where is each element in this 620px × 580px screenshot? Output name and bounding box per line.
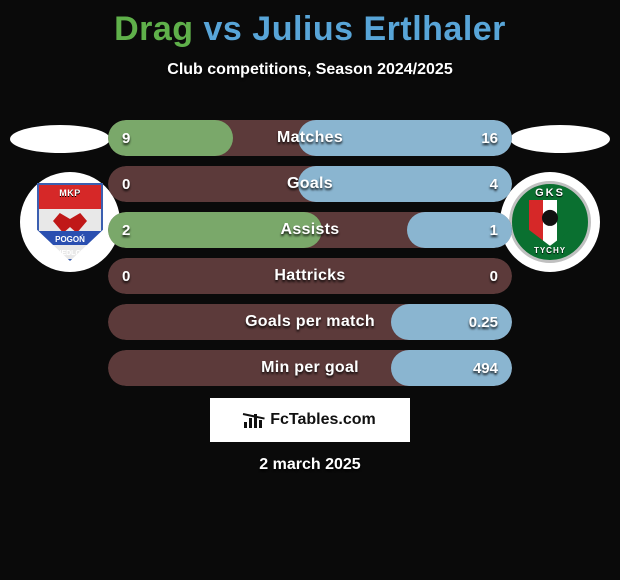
stat-row: 916Matches [108,120,512,156]
credit-badge: FcTables.com [210,398,410,442]
subtitle: Club competitions, Season 2024/2025 [0,61,620,79]
crest-left-icon: MKP POGOŃ SIEDLCE [37,183,103,261]
stats-container: 916Matches 04Goals 21Assists 00Hattricks 0.2… [108,120,512,396]
crest-left-text-bot: SIEDLCE [39,250,101,257]
credit-text: FcTables.com [270,411,376,429]
crest-right-text-top: GKS [509,187,591,199]
title-left: Drag [114,10,193,48]
player-disc-right [510,125,610,153]
team-badge-right: GKS TYCHY [500,172,600,272]
crest-right-icon: GKS TYCHY [509,181,591,263]
stat-label: Goals [108,166,512,202]
stat-row: 0.25Goals per match [108,304,512,340]
crest-right-text-bot: TYCHY [509,246,591,255]
stat-label: Min per goal [108,350,512,386]
stat-row: 494Min per goal [108,350,512,386]
stat-row: 00Hattricks [108,258,512,294]
stat-row: 21Assists [108,212,512,248]
stat-label: Matches [108,120,512,156]
player-disc-left [10,125,110,153]
date-text: 2 march 2025 [0,456,620,474]
title-vs: vs [204,10,243,48]
stat-row: 04Goals [108,166,512,202]
fctables-logo-icon [244,412,264,428]
title-right: Julius Ertlhaler [252,10,506,48]
stat-label: Goals per match [108,304,512,340]
crest-left-text-mid: POGOŃ [39,235,101,244]
stat-label: Hattricks [108,258,512,294]
team-badge-left: MKP POGOŃ SIEDLCE [20,172,120,272]
crest-left-text-top: MKP [39,188,101,198]
page-title: Drag vs Julius Ertlhaler [0,0,620,49]
stat-label: Assists [108,212,512,248]
